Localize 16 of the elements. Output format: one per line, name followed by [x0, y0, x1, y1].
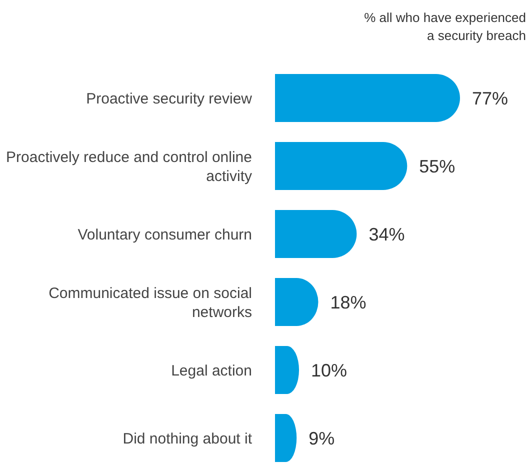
y-tick-label: Voluntary consumer churn	[78, 226, 252, 244]
data-label: 34%	[368, 224, 405, 244]
data-label: 77%	[472, 88, 508, 108]
y-tick-label: Communicated issue on social networks	[48, 284, 252, 321]
data-label: 9%	[308, 428, 335, 448]
y-tick-label: Proactively reduce and control online activity	[6, 148, 252, 185]
chart-title: % all who have experienced a security breach	[364, 10, 526, 43]
bar	[275, 142, 408, 190]
y-tick-label: Legal action	[171, 362, 252, 380]
y-tick-label: Did nothing about it	[122, 430, 253, 448]
bar	[275, 74, 460, 122]
y-tick-label: Proactive security review	[86, 90, 252, 108]
bar	[275, 210, 357, 258]
data-label: 55%	[419, 156, 456, 176]
data-label: 10%	[311, 360, 348, 380]
data-label: 18%	[330, 292, 366, 312]
